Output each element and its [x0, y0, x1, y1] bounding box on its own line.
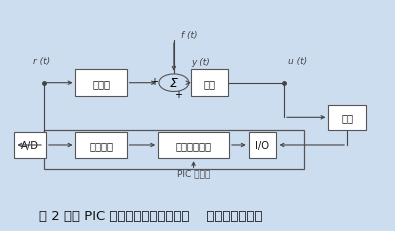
Text: 图 2 基于 PIC 单片机步进电机自适广    制系统组成框图: 图 2 基于 PIC 单片机步进电机自适广 制系统组成框图: [39, 209, 262, 222]
Bar: [44, 131, 304, 169]
Text: PIC 单片机: PIC 单片机: [177, 168, 210, 177]
Bar: [75, 132, 127, 158]
Text: A/D: A/D: [21, 140, 39, 150]
Text: y (t): y (t): [191, 58, 210, 67]
Text: u (t): u (t): [288, 57, 307, 66]
Bar: [75, 70, 127, 97]
Bar: [158, 132, 229, 158]
Text: Σ: Σ: [170, 77, 178, 90]
Text: f (t): f (t): [181, 31, 198, 40]
Text: r (t): r (t): [34, 57, 51, 66]
Bar: [328, 105, 366, 131]
Text: 驱动: 驱动: [341, 113, 353, 123]
Text: +: +: [174, 90, 182, 100]
Text: 自适应控制器: 自适应控制器: [175, 140, 212, 150]
Text: 对象: 对象: [203, 78, 215, 88]
Bar: [191, 70, 228, 97]
Text: 参考模型: 参考模型: [89, 140, 113, 150]
Bar: [15, 132, 46, 158]
Text: I/O: I/O: [256, 140, 269, 150]
Bar: [249, 132, 276, 158]
Text: +: +: [150, 76, 158, 86]
Text: 传感器: 传感器: [92, 78, 110, 88]
